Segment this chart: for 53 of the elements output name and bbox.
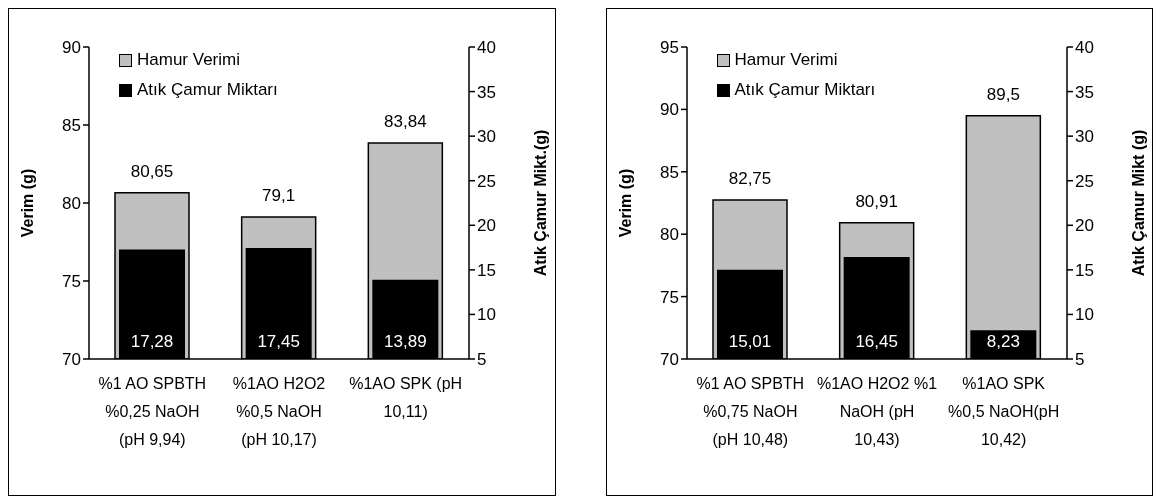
y2-tick-label: 10: [477, 305, 496, 325]
legend-label: Atık Çamur Miktarı: [734, 79, 876, 101]
data-label: 80,91: [854, 191, 898, 211]
y2-tick-label: 20: [1074, 216, 1094, 236]
y2-tick-label: 20: [477, 216, 496, 236]
x-tick-label: %1 AO SPBTH %0,25 NaOH (pH 9,94): [98, 375, 207, 448]
data-label: 89,5: [986, 84, 1020, 104]
y-tick-label: 75: [62, 272, 81, 292]
y-tick-label: 75: [659, 287, 679, 307]
y-tick-label: 70: [62, 350, 81, 370]
y-tick-label: 85: [659, 162, 679, 182]
x-tick-label: %1AO SPK (pH 10,11): [349, 375, 463, 420]
y2-tick-label: 40: [1074, 38, 1094, 58]
y-tick-label: 90: [62, 38, 81, 58]
data-label: 80,65: [130, 161, 174, 181]
data-label: 15,01: [728, 332, 771, 351]
y2-tick-label: 5: [1074, 350, 1084, 370]
data-label: 13,89: [384, 332, 427, 351]
y2-tick-label: 30: [477, 127, 496, 147]
y2-tick-label: 15: [477, 260, 496, 280]
data-label: 79,1: [262, 186, 296, 206]
x-tick-label: %1AO H2O2 %0,5 NaOH (pH 10,17): [232, 375, 326, 448]
y2-axis-title: Atık Çamur Mikt (g): [1129, 129, 1147, 277]
y-tick-label: 80: [659, 225, 679, 245]
y2-tick-label: 35: [1074, 82, 1094, 102]
legend-label: Hamur Verimi: [734, 49, 838, 71]
y2-tick-label: 30: [1074, 127, 1094, 147]
data-label: 17,45: [257, 332, 300, 351]
data-label: 16,45: [854, 332, 898, 351]
data-label: 8,23: [986, 332, 1020, 351]
y2-tick-label: 10: [1074, 305, 1094, 325]
y2-tick-label: 25: [1074, 171, 1094, 191]
y2-tick-label: 25: [477, 171, 496, 191]
data-label: 17,28: [130, 332, 174, 351]
y-axis-title: Verim (g): [18, 168, 36, 238]
y2-tick-label: 35: [477, 82, 496, 102]
data-label: 82,75: [728, 168, 771, 188]
y-tick-label: 70: [659, 350, 679, 370]
y-tick-label: 90: [659, 100, 679, 120]
y2-tick-label: 40: [477, 38, 496, 58]
x-tick-label: %1AO SPK %0,5 NaOH(pH 10,42): [947, 375, 1059, 448]
y-tick-label: 80: [62, 194, 81, 214]
y2-axis-title: Atık Çamur Mikt.(g): [531, 129, 549, 277]
y-tick-label: 95: [659, 38, 679, 58]
y2-tick-label: 5: [477, 350, 487, 370]
data-label: 83,84: [384, 112, 427, 132]
y-tick-label: 85: [62, 116, 81, 136]
x-tick-label: %1AO H2O2 %1 NaOH (pH 10,43): [816, 375, 937, 448]
legend-label: Atık Çamur Miktarı: [137, 79, 278, 101]
x-tick-label: %1 AO SPBTH %0,75 NaOH (pH 10,48): [696, 375, 804, 448]
y-axis-title: Verim (g): [616, 168, 634, 238]
legend-label: Hamur Verimi: [137, 49, 240, 71]
y2-tick-label: 15: [1074, 260, 1094, 280]
